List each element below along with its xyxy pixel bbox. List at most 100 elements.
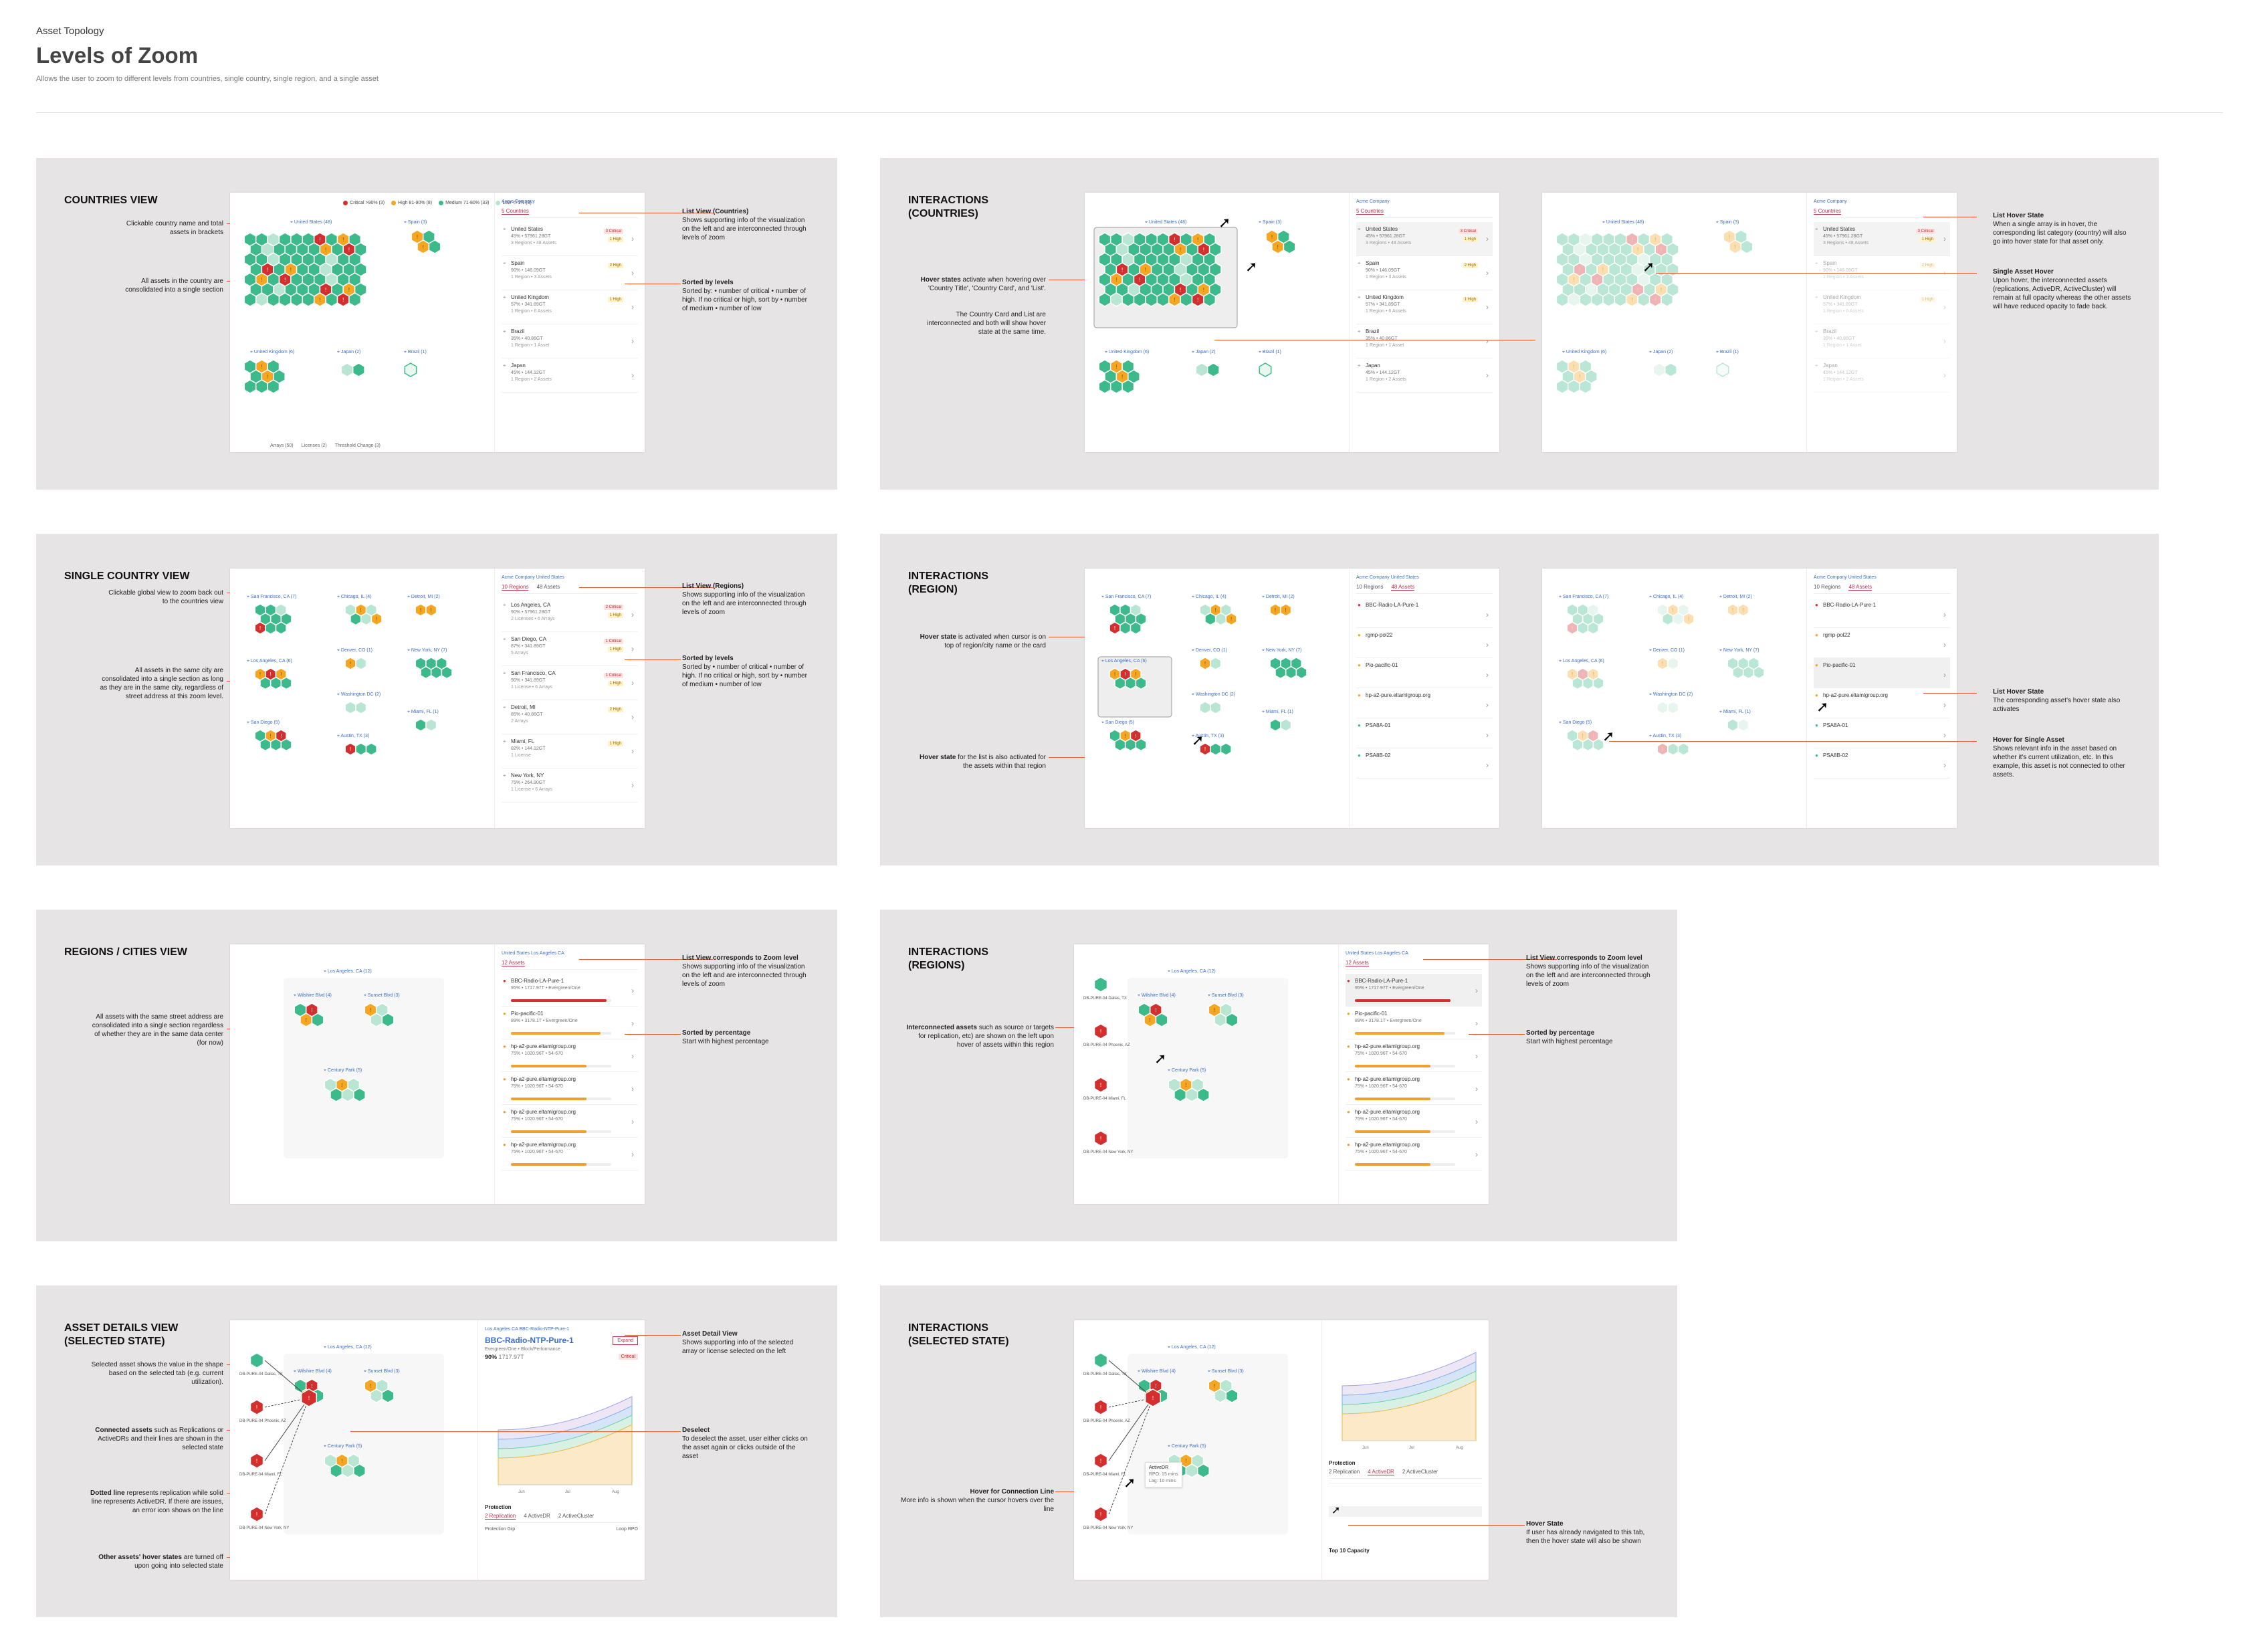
countries-hex-map-asset-hover[interactable]: ⌖ United States (48)!!!!!!!!!!! ! ⌖ Spain … <box>1542 206 1800 433</box>
asset-hex[interactable] <box>1567 292 1580 307</box>
asset-hex[interactable] <box>1590 292 1604 307</box>
region-label[interactable]: ⌖ Austin, TX (3) <box>1649 734 1681 738</box>
asset-hex[interactable] <box>340 363 354 377</box>
asset-hex[interactable] <box>1197 1088 1210 1102</box>
asset-hex[interactable] <box>1093 1023 1108 1039</box>
selected-asset-hex[interactable] <box>300 1388 318 1407</box>
asset-hex[interactable] <box>1093 1399 1108 1415</box>
region-label[interactable]: ⌖ Austin, TX (3) <box>337 734 369 738</box>
asset-hex[interactable] <box>1573 369 1586 384</box>
list-item[interactable]: ⌖ Brazil 35% • 40.86GT 1 Region • 1 Asset › <box>1356 324 1493 358</box>
asset-hex[interactable] <box>1093 976 1108 993</box>
asset-hex[interactable] <box>1572 612 1584 626</box>
asset-hex[interactable] <box>1121 292 1135 307</box>
tab-replication[interactable]: 2 Replication <box>485 1513 516 1520</box>
asset-hex[interactable] <box>1590 252 1604 267</box>
asset-hex[interactable] <box>1185 1463 1198 1478</box>
region-label[interactable]: ⌖ Miami, FL (1) <box>1719 710 1751 714</box>
asset-hex[interactable] <box>420 665 432 680</box>
asset-hex[interactable] <box>1203 292 1216 307</box>
asset-hex[interactable] <box>1596 282 1610 297</box>
asset-hex[interactable] <box>259 738 272 752</box>
asset-hex[interactable] <box>1566 729 1578 742</box>
region-card[interactable] <box>284 1354 444 1534</box>
asset-hex[interactable] <box>1587 667 1599 681</box>
region-label[interactable]: ⌖ Wilshire Blvd (4) <box>294 993 332 998</box>
asset-hex[interactable] <box>1562 262 1575 277</box>
region-label[interactable]: ⌖ San Francisco, CA (7) <box>1559 595 1608 599</box>
asset-hex[interactable] <box>1582 738 1594 752</box>
asset-hex[interactable] <box>344 701 356 714</box>
asset-hex[interactable] <box>1109 379 1123 394</box>
asset-hex[interactable] <box>1579 379 1592 394</box>
tab-assets[interactable]: 12 Assets <box>502 960 525 966</box>
tab-replication[interactable]: 2 Replication <box>1329 1469 1360 1475</box>
region-label[interactable]: ⌖ San Francisco, CA (7) <box>247 595 296 599</box>
breadcrumb[interactable]: Acme Company <box>502 199 535 204</box>
region-card[interactable] <box>1128 1354 1288 1534</box>
asset-hex[interactable] <box>1174 1088 1187 1102</box>
list-item[interactable]: ● PSA8A-01 › <box>1814 718 1950 748</box>
region-label[interactable]: ⌖ Los Angeles, CA (12) <box>1168 1345 1216 1350</box>
asset-hex[interactable] <box>255 292 268 307</box>
asset-hex[interactable] <box>1667 701 1679 714</box>
asset-hex[interactable] <box>1579 292 1592 307</box>
connection-line[interactable] <box>264 1397 310 1461</box>
asset-hex[interactable] <box>1573 242 1586 257</box>
list-item[interactable]: ● hp-a2-pure.eltamlgroup.org › <box>1356 688 1493 718</box>
asset-hex[interactable] <box>341 1463 354 1478</box>
region-label[interactable]: ⌖ United Kingdom (6) <box>250 350 294 354</box>
region-label[interactable]: ⌖ Detroit, MI (2) <box>407 595 440 599</box>
asset-hex[interactable] <box>1585 282 1598 297</box>
list-item[interactable]: ● hp-a2-pure.eltamlgroup.org 75% • 1020.96… <box>1346 1039 1482 1072</box>
asset-hex[interactable] <box>1195 363 1208 377</box>
list-item[interactable]: ● PSA8B-02 › <box>1356 748 1493 779</box>
asset-hex[interactable] <box>381 1388 395 1403</box>
asset-hex[interactable] <box>428 239 441 254</box>
asset-hex[interactable] <box>341 1088 354 1102</box>
asset-hex[interactable] <box>1093 1352 1108 1368</box>
list-item[interactable]: ⌖ Spain 90% • 146.09GT 1 Region • 3 Assets ›… <box>502 256 638 290</box>
list-item[interactable]: ● Pio-pacific-01 89% • 3178.1T • Evergreen… <box>502 1007 638 1039</box>
region-label[interactable]: ⌖ San Diego (5) <box>247 720 280 725</box>
asset-hex[interactable] <box>1567 379 1580 394</box>
list-item[interactable]: ● rgmp-pol22 › <box>1356 628 1493 658</box>
region-label[interactable]: ⌖ Chicago, IL (4) <box>1192 595 1226 599</box>
list-item[interactable]: ● hp-a2-pure.eltamlgroup.org 75% • 1020.96… <box>502 1138 638 1170</box>
region-hex-map-hover[interactable]: ⌖ San Francisco, CA (7)! ⌖ Chicago, IL (4… <box>1085 582 1342 809</box>
asset-hex[interactable] <box>1625 272 1638 287</box>
asset-hex[interactable] <box>1155 1013 1168 1027</box>
region-label[interactable]: ⌖ Miami, FL (1) <box>1262 710 1293 714</box>
list-item[interactable]: ● Pio-pacific-01 › <box>1814 658 1950 688</box>
list-item[interactable]: ⌖ United States 45% • 57961.28GT 3 Regions … <box>1814 222 1950 256</box>
asset-hex[interactable] <box>1280 718 1292 732</box>
list-item[interactable]: ● PSA8B-02 › <box>1814 748 1950 779</box>
asset-hex[interactable] <box>1656 657 1669 670</box>
asset-hex[interactable] <box>1124 676 1137 690</box>
asset-hex[interactable] <box>1098 292 1111 307</box>
tab-regions[interactable]: 10 Regions <box>1356 584 1384 590</box>
asset-hex[interactable] <box>275 621 287 635</box>
region-label[interactable]: ⌖ Los Angeles, CA (12) <box>324 969 372 974</box>
connection-line[interactable] <box>264 1360 310 1399</box>
list-item[interactable]: ● rgmp-pol22 › <box>1814 628 1950 658</box>
asset-hex[interactable] <box>1093 1077 1108 1093</box>
asset-hex[interactable] <box>1631 242 1644 257</box>
asset-hex[interactable] <box>1585 242 1598 257</box>
asset-hex[interactable] <box>243 292 257 307</box>
asset-hex[interactable] <box>1582 676 1594 690</box>
asset-hex[interactable] <box>1225 612 1237 626</box>
asset-hex[interactable] <box>1727 657 1739 670</box>
asset-hex[interactable] <box>1210 742 1222 756</box>
asset-hex[interactable] <box>302 292 315 307</box>
asset-hex[interactable] <box>1587 729 1599 742</box>
region-label[interactable]: ⌖ New York, NY (7) <box>407 648 447 653</box>
asset-hex[interactable] <box>1667 742 1679 756</box>
region-hex-map-asset-hover[interactable]: ⌖ San Francisco, CA (7)! ⌖ Chicago, IL (4… <box>1542 582 1800 809</box>
region-label[interactable]: ⌖ Denver, CO (1) <box>1649 648 1685 653</box>
asset-hex[interactable] <box>1562 369 1575 384</box>
asset-hex[interactable] <box>1587 603 1599 617</box>
connection-line[interactable] <box>1108 1397 1154 1461</box>
asset-hex[interactable] <box>1121 379 1135 394</box>
asset-hex[interactable] <box>259 676 272 690</box>
